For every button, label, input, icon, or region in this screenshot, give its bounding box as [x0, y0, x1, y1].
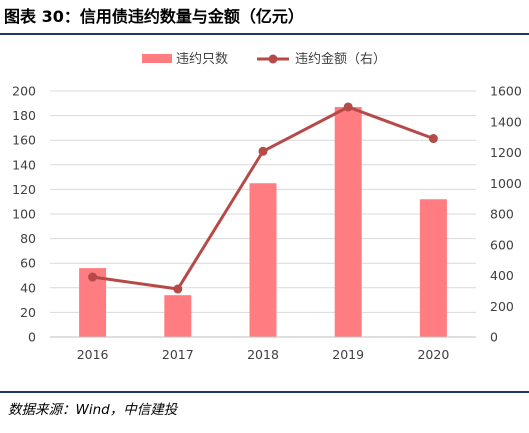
y-right-tick-label: 800 [490, 207, 514, 222]
y-right-tick-label: 400 [490, 268, 514, 283]
legend-label-count: 违约只数 [176, 52, 228, 67]
y-left-tick-label: 40 [20, 280, 36, 295]
line-point [428, 134, 438, 144]
x-tick-label: 2016 [77, 347, 109, 362]
y-right-tick-label: 1200 [490, 145, 522, 160]
y-left-tick-label: 140 [12, 157, 36, 172]
line-point [88, 272, 98, 282]
y-right-tick-label: 1600 [490, 84, 522, 99]
left-axis: 0 20 40 60 80 100 120 140 160 180 200 [12, 84, 36, 345]
bar [249, 183, 277, 337]
y-right-tick-label: 0 [490, 330, 498, 345]
y-left-tick-label: 60 [20, 256, 36, 271]
y-left-tick-label: 200 [12, 84, 36, 99]
source-rule [0, 391, 529, 393]
bar [164, 295, 192, 337]
bar [419, 199, 447, 337]
y-right-tick-label: 1000 [490, 176, 522, 191]
title-rule [0, 33, 529, 35]
y-left-tick-label: 180 [12, 108, 36, 123]
x-tick-label: 2019 [332, 347, 364, 362]
bar [334, 106, 362, 338]
y-left-tick-label: 80 [20, 231, 36, 246]
bar-series [79, 106, 447, 338]
y-left-tick-label: 20 [20, 305, 36, 320]
legend-swatch-count [142, 54, 172, 63]
line-point [173, 284, 183, 294]
line-series [88, 102, 438, 294]
y-left-tick-label: 120 [12, 182, 36, 197]
y-left-tick-label: 0 [28, 330, 36, 345]
y-left-tick-label: 160 [12, 133, 36, 148]
y-right-tick-label: 600 [490, 237, 514, 252]
x-tick-label: 2020 [417, 347, 449, 362]
y-left-tick-label: 100 [12, 207, 36, 222]
y-right-tick-label: 200 [490, 299, 514, 314]
source-note: 数据来源：Wind，中信建投 [8, 402, 178, 418]
legend-marker-amount [268, 54, 278, 64]
chart: 0 20 40 60 80 100 120 140 160 180 200 0 200 400 600 80… [12, 51, 522, 362]
legend-label-amount: 违约金额（右） [295, 51, 386, 67]
x-axis: 2016 2017 2018 2019 2020 [50, 336, 476, 362]
right-axis: 0 200 400 600 800 1000 1200 1400 1600 [490, 84, 522, 345]
y-right-tick-label: 1400 [490, 114, 522, 129]
x-tick-label: 2018 [247, 347, 279, 362]
line-point [343, 102, 353, 112]
line-point [258, 146, 268, 156]
x-tick-label: 2017 [162, 347, 194, 362]
figure-title: 图表 30：信用债违约数量与金额（亿元） [4, 7, 304, 26]
legend: 违约只数 违约金额（右） [142, 51, 386, 67]
